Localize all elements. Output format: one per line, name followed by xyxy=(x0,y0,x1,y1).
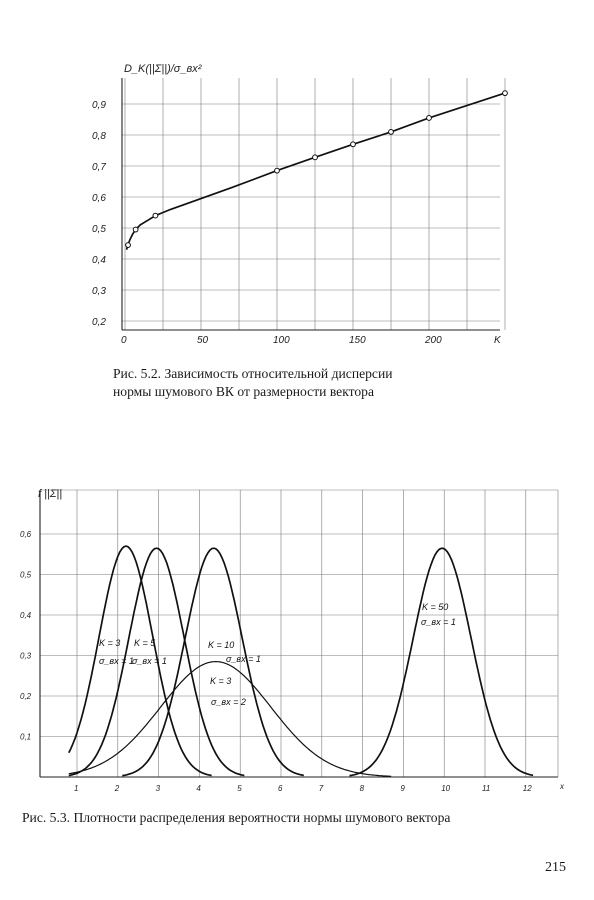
density-curve xyxy=(349,547,534,777)
density-curve xyxy=(122,547,304,777)
y-tick-label: 0,5 xyxy=(92,224,106,235)
data-point xyxy=(152,212,159,219)
chart2-frame xyxy=(39,489,559,778)
page-number: 215 xyxy=(545,860,566,875)
x-tick-label: 1 xyxy=(74,784,78,793)
chart-variance-vs-dimension: 0,2 0,3 0,4 0,5 0,6 0,7 0,8 0,9 0 50 100 150 200 K D_… xyxy=(92,63,508,346)
x-tick-label: 12 xyxy=(523,784,532,793)
figure-5-3-caption: Рис. 5.3. Плотности распределения вероят… xyxy=(22,810,451,825)
series-line xyxy=(125,92,506,250)
y-tick-label: 0,1 xyxy=(20,733,31,742)
curve-label-sigma: σ_вх = 1 xyxy=(421,617,456,627)
chart-norm-pdf: 0,10,20,30,40,50,61 2 3 4 5 6 7 8 9 10 11 12 x K = 3… xyxy=(20,488,565,793)
chart1-grid xyxy=(122,78,506,330)
curve-label-k: K = 3 xyxy=(99,638,120,648)
curve-label-sigma: σ_вх = 1 xyxy=(99,656,134,666)
y-tick-label: 0,9 xyxy=(92,100,106,111)
data-point xyxy=(502,90,508,97)
y-tick-label: 0,3 xyxy=(20,652,32,661)
y-tick-label: 0,2 xyxy=(20,692,32,701)
y-tick-label: 0,6 xyxy=(92,193,106,204)
density-curve xyxy=(68,545,212,777)
data-point xyxy=(426,115,432,121)
figure-5-2-caption: Рис. 5.2. Зависимость относительной дисп… xyxy=(113,366,393,399)
curve-label-k: K = 5 xyxy=(134,638,156,648)
chart2-annotations: K = 3σ_вх = 1K = 5σ_вх = 1K = 10σ_вх = 1… xyxy=(99,602,456,707)
x-tick-label: 100 xyxy=(273,335,290,346)
curve-label-k: K = 50 xyxy=(422,602,448,612)
x-tick-label: 4 xyxy=(196,784,201,793)
y-tick-label: 0,2 xyxy=(92,317,106,328)
x-tick-label: 7 xyxy=(319,784,324,793)
x-tick-label: 0 xyxy=(121,335,127,346)
x-tick-label: 5 xyxy=(237,784,242,793)
density-curve xyxy=(68,660,392,777)
chart1-tick-labels: 0,2 0,3 0,4 0,5 0,6 0,7 0,8 0,9 0 50 100 150 200 K xyxy=(92,100,502,346)
y-tick-label: 0,7 xyxy=(92,162,106,173)
data-point xyxy=(132,226,139,233)
x-tick-label: 3 xyxy=(156,784,161,793)
chart2-series xyxy=(68,545,534,777)
curve-label-sigma: σ_вх = 2 xyxy=(211,697,246,707)
data-point xyxy=(312,154,318,161)
chart1-frame xyxy=(121,78,500,331)
y-tick-label: 0,5 xyxy=(20,571,32,580)
x-axis-title: K xyxy=(494,335,502,346)
y-tick-label: 0,6 xyxy=(20,530,32,539)
x-tick-label: 2 xyxy=(114,784,120,793)
data-point xyxy=(350,141,356,148)
x-tick-label: 50 xyxy=(197,335,209,346)
y-tick-label: 0,4 xyxy=(92,255,106,266)
x-tick-label: 200 xyxy=(424,335,442,346)
chart2-tick-labels: 0,10,20,30,40,50,61 2 3 4 5 6 7 8 9 10 11 12 x xyxy=(20,530,565,793)
x-tick-label: 10 xyxy=(441,784,450,793)
data-point xyxy=(274,167,280,174)
x-tick-label: 150 xyxy=(349,335,366,346)
chart2-y-axis-title: f ||Σ|| xyxy=(38,488,62,500)
y-tick-label: 0,4 xyxy=(20,611,32,620)
curve-label-k: K = 3 xyxy=(210,676,231,686)
x-tick-label: 6 xyxy=(278,784,283,793)
data-point xyxy=(388,129,394,135)
curve-label-sigma: σ_вх = 1 xyxy=(226,654,261,664)
chart1-y-axis-title: D_K(||Σ||)/σ_вх² xyxy=(124,63,202,75)
density-curve xyxy=(68,547,245,777)
y-tick-label: 0,3 xyxy=(92,286,106,297)
chart1-series xyxy=(125,90,508,250)
curve-label-sigma: σ_вх = 1 xyxy=(132,656,167,666)
x-tick-label: 9 xyxy=(400,784,405,793)
y-tick-label: 0,8 xyxy=(92,131,106,142)
curve-label-k: K = 10 xyxy=(208,640,234,650)
data-point xyxy=(125,242,131,248)
chart2-grid xyxy=(40,490,558,777)
x-axis-title: x xyxy=(559,782,565,791)
x-tick-label: 8 xyxy=(360,784,365,793)
x-tick-label: 11 xyxy=(482,784,490,793)
